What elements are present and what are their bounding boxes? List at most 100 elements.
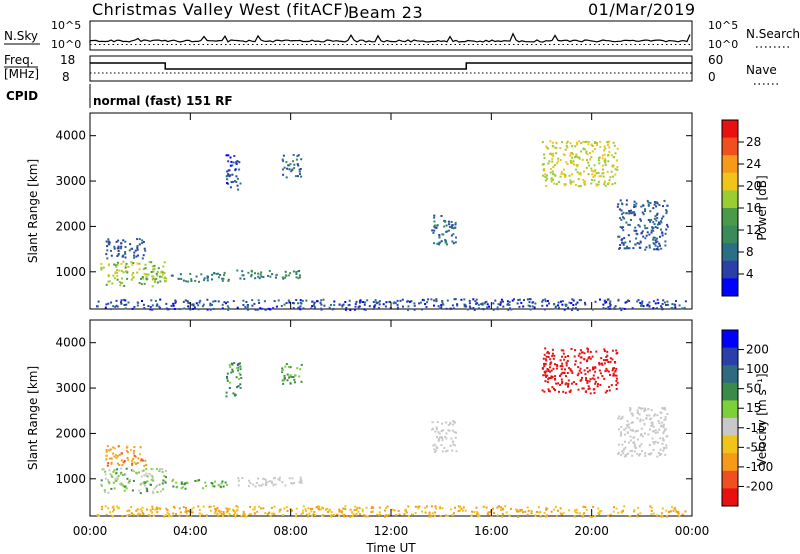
power-data-cell <box>662 299 665 302</box>
velocity-data-cell <box>444 435 447 438</box>
velocity-data-cell <box>151 505 154 508</box>
velocity-data-cell <box>654 429 657 432</box>
power-data-cell <box>488 305 490 308</box>
velocity-y-tick-label: 4000 <box>55 336 86 350</box>
velocity-data-cell <box>257 477 259 480</box>
velocity-data-cell <box>492 507 494 510</box>
velocity-data-cell <box>391 508 394 511</box>
power-data-cell <box>140 277 142 280</box>
power-data-cell <box>553 173 556 176</box>
power-data-cell <box>302 307 305 310</box>
power-data-cell <box>305 299 308 302</box>
power-data-cell <box>396 307 399 310</box>
power-data-cell <box>464 304 467 307</box>
power-data-cell <box>448 223 451 226</box>
velocity-data-cell <box>629 409 632 412</box>
power-data-cell <box>652 242 655 245</box>
velocity-data-cell <box>96 514 99 517</box>
power-data-cell <box>113 245 116 248</box>
velocity-data-cell <box>130 448 132 451</box>
velocity-data-cell <box>139 483 142 486</box>
velocity-data-cell <box>178 507 181 510</box>
power-data-cell <box>164 280 166 283</box>
power-data-cell <box>566 146 569 149</box>
velocity-data-cell <box>675 510 678 513</box>
power-data-cell <box>654 226 657 228</box>
power-data-cell <box>160 271 163 274</box>
velocity-data-cell <box>318 508 321 511</box>
power-data-cell <box>188 307 190 310</box>
power-data-cell <box>377 307 380 310</box>
velocity-data-cell <box>640 427 643 430</box>
power-data-cell <box>617 235 620 238</box>
power-data-cell <box>618 235 621 238</box>
power-data-cell <box>628 247 631 250</box>
velocity-data-cell <box>608 389 611 392</box>
x-axis-label: Time UT <box>365 541 416 554</box>
velocity-data-cell <box>546 514 548 517</box>
power-data-cell <box>180 277 183 280</box>
velocity-data-cell <box>126 451 129 454</box>
velocity-data-cell <box>612 510 615 513</box>
velocity-data-cell <box>340 511 343 514</box>
beam-label: Beam 23 <box>348 3 423 22</box>
velocity-data-cell <box>103 489 106 492</box>
velocity-data-cell <box>584 373 587 376</box>
velocity-data-cell <box>606 389 609 392</box>
power-data-cell <box>575 164 578 167</box>
velocity-data-cell <box>104 490 106 493</box>
power-data-cell <box>160 275 163 278</box>
power-data-cell <box>475 298 478 301</box>
velocity-data-cell <box>588 369 591 372</box>
velocity-data-cell <box>284 365 287 368</box>
velocity-data-cell <box>541 389 544 392</box>
velocity-data-cell <box>249 482 252 485</box>
power-data-cell <box>554 305 557 308</box>
velocity-data-cell <box>300 481 303 484</box>
velocity-data-cell <box>151 468 154 471</box>
velocity-data-cell <box>592 505 595 508</box>
power-data-cell <box>451 224 454 227</box>
velocity-data-cell <box>579 361 582 364</box>
power-data-cell <box>474 300 477 303</box>
velocity-data-cell <box>431 428 434 431</box>
power-data-cell <box>105 240 108 243</box>
velocity-data-cell <box>242 510 245 513</box>
velocity-data-cell <box>214 480 216 483</box>
nsearch-label: N.Search <box>746 27 800 41</box>
nave-label: Nave <box>746 63 777 77</box>
velocity-data-cell <box>349 515 352 518</box>
velocity-data-cell <box>678 515 681 518</box>
velocity-data-cell <box>653 442 656 445</box>
velocity-data-cell <box>172 478 175 481</box>
velocity-data-cell <box>615 374 618 377</box>
power-data-cell <box>609 305 612 308</box>
velocity-data-cell <box>609 357 612 360</box>
velocity-data-cell <box>424 511 427 514</box>
velocity-data-cell <box>559 365 562 368</box>
power-data-cell <box>444 220 447 223</box>
velocity-data-cell <box>238 372 241 375</box>
velocity-data-cell <box>344 508 347 511</box>
velocity-data-cell <box>623 428 626 431</box>
velocity-data-cell <box>232 392 235 395</box>
velocity-data-cell <box>172 485 175 488</box>
velocity-data-cell <box>387 513 390 516</box>
power-data-cell <box>607 160 610 163</box>
power-data-cell <box>623 237 626 240</box>
velocity-data-cell <box>259 507 262 510</box>
power-data-cell <box>151 265 154 268</box>
velocity-data-cell <box>139 513 142 516</box>
power-data-cell <box>145 276 148 279</box>
power-data-cell <box>652 221 655 224</box>
velocity-data-cell <box>141 459 144 462</box>
power-data-cell <box>209 308 212 311</box>
power-data-cell <box>613 308 616 310</box>
velocity-data-cell <box>572 381 575 384</box>
power-data-cell <box>433 216 436 219</box>
velocity-data-cell <box>578 512 581 515</box>
power-data-cell <box>660 221 663 224</box>
velocity-data-cell <box>650 417 653 420</box>
velocity-data-cell <box>654 413 657 416</box>
power-data-cell <box>151 304 154 307</box>
